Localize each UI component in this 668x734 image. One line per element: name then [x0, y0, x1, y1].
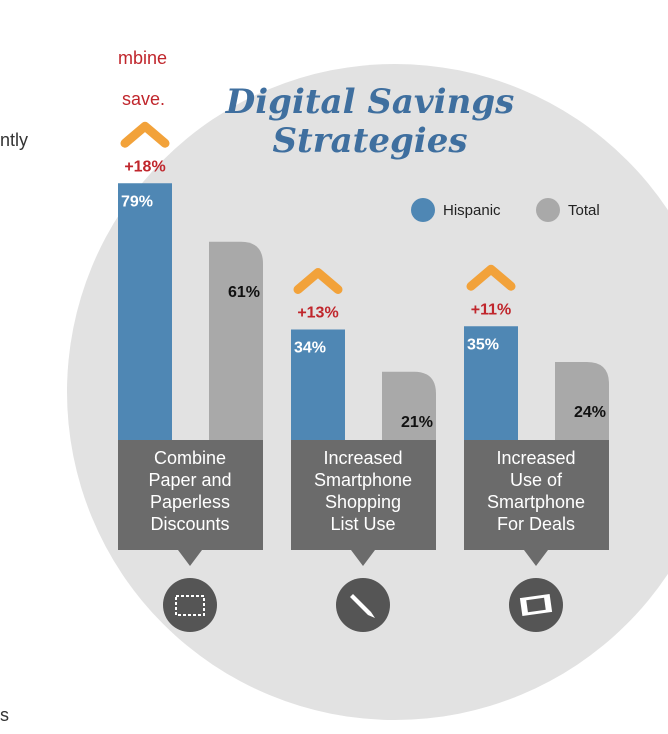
- category-label: Smartphone: [314, 470, 412, 490]
- annotation: +11%: [471, 301, 511, 318]
- icon: [175, 595, 205, 616]
- legend-label: Hispanic: [443, 202, 501, 219]
- category-label: Shopping: [325, 492, 401, 512]
- category-label: Increased: [323, 448, 402, 468]
- category-label: Paper and: [148, 470, 231, 490]
- category-label: Use of: [510, 470, 563, 490]
- bar: [555, 362, 609, 440]
- chevron: [466, 264, 516, 291]
- value-label: 24%: [574, 404, 606, 421]
- chevron: [293, 268, 343, 294]
- bar: [209, 241, 263, 440]
- icon-circle: [163, 578, 217, 632]
- category-box: [118, 440, 263, 566]
- bar: [118, 183, 172, 440]
- legend-swatch: [411, 198, 435, 222]
- icon: [350, 594, 375, 618]
- bar: [382, 371, 436, 440]
- chart-title: Strategies: [272, 121, 467, 161]
- chart-title: Digital Savings: [225, 82, 514, 122]
- text-fragment: mbine: [118, 48, 167, 68]
- category-box: [291, 440, 436, 566]
- category-label: Discounts: [150, 514, 229, 534]
- category-label: Increased: [496, 448, 575, 468]
- annotation: +13%: [297, 305, 338, 322]
- bar: [291, 329, 345, 440]
- value-label: 34%: [294, 340, 326, 357]
- legend-label: Total: [568, 202, 600, 219]
- background-circle: [67, 64, 668, 720]
- category-label: Paperless: [150, 492, 230, 512]
- legend-swatch: [536, 198, 560, 222]
- value-label: 79%: [121, 193, 153, 210]
- value-label: 21%: [401, 414, 433, 431]
- value-label: 61%: [228, 284, 260, 301]
- category-box: [464, 440, 609, 566]
- text-fragment: save.: [122, 89, 165, 109]
- text-fragment: s: [0, 705, 9, 725]
- chevron: [120, 121, 170, 148]
- annotation: +18%: [124, 158, 165, 175]
- value-label: 35%: [467, 336, 499, 353]
- icon: [526, 597, 546, 613]
- category-label: List Use: [330, 514, 395, 534]
- category-label: Smartphone: [487, 492, 585, 512]
- bar: [464, 326, 518, 440]
- category-label: For Deals: [497, 514, 575, 534]
- category-label: Combine: [154, 448, 226, 468]
- text-fragment: ntly: [0, 130, 28, 150]
